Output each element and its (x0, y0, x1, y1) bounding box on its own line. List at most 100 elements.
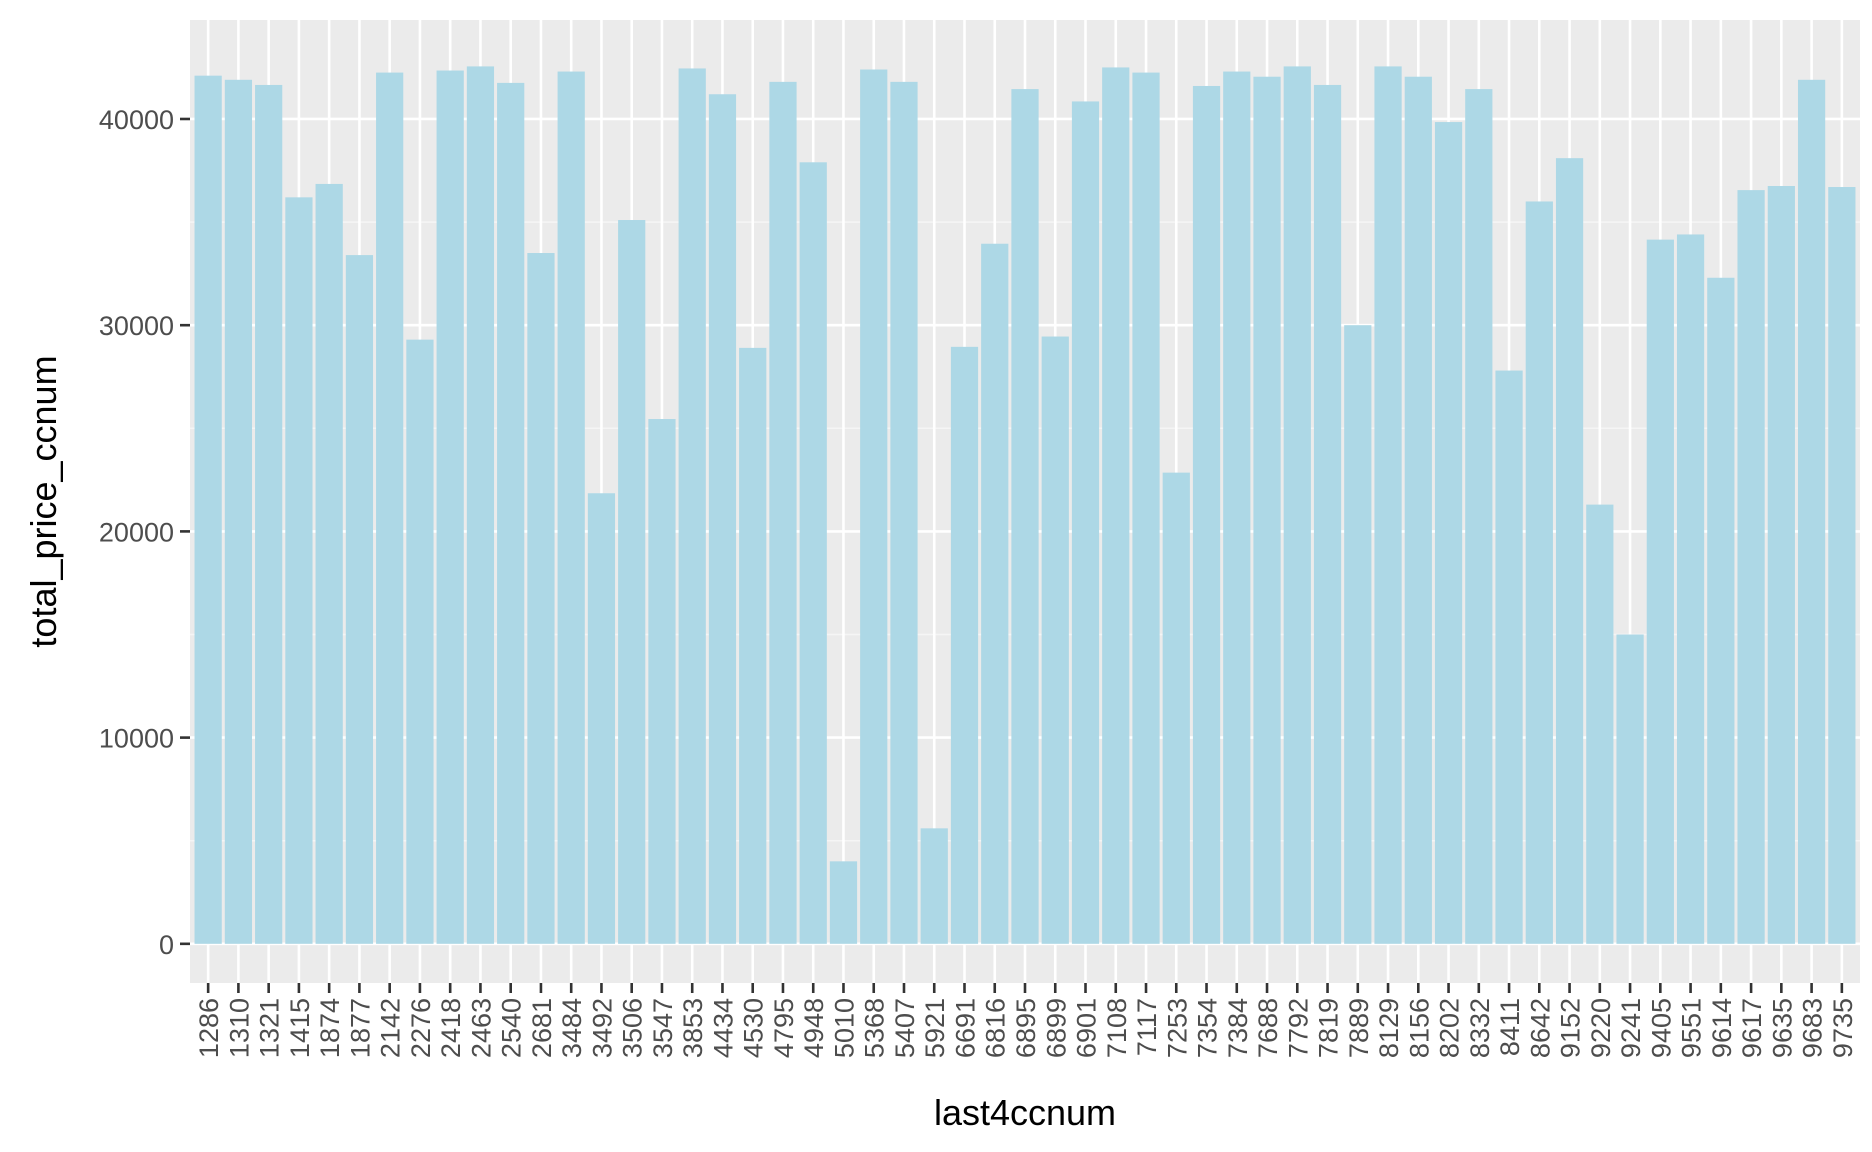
x-tick-label: 1321 (255, 998, 285, 1058)
x-tick-label: 4795 (769, 998, 799, 1058)
x-tick-label: 5407 (890, 998, 920, 1058)
bar-7792 (1283, 66, 1311, 944)
bar-8129 (1374, 66, 1402, 944)
x-tick-label: 5010 (829, 998, 859, 1058)
y-axis: 0 10000 20000 30000 40000 (99, 105, 190, 960)
bar-9614 (1707, 277, 1735, 944)
x-tick-label: 1286 (194, 998, 224, 1058)
x-tick-label: 5368 (860, 998, 890, 1058)
x-tick-label: 8156 (1404, 998, 1434, 1058)
x-tick-label: 3484 (557, 998, 587, 1058)
x-tick-label: 9683 (1798, 998, 1828, 1058)
x-tick-label: 3506 (618, 998, 648, 1058)
bar-7384 (1223, 71, 1251, 944)
bar-7253 (1162, 472, 1190, 944)
bar-4530 (739, 347, 767, 944)
bar-7688 (1253, 76, 1281, 944)
bar-5407 (890, 81, 918, 944)
bar-8202 (1434, 122, 1463, 944)
bar-1415 (285, 197, 313, 944)
bar-6899 (1041, 336, 1069, 944)
bar-1877 (345, 255, 374, 944)
bar-8411 (1495, 370, 1523, 944)
bar-6816 (981, 243, 1009, 944)
bar-9635 (1767, 185, 1795, 944)
bar-7889 (1344, 325, 1372, 944)
y-tick-label: 0 (159, 930, 174, 960)
x-tick-label: 2142 (376, 998, 406, 1058)
bar-2142 (376, 72, 404, 944)
x-tick-label: 7253 (1162, 998, 1192, 1058)
x-tick-label: 7384 (1223, 998, 1253, 1058)
x-tick-label: 7117 (1132, 998, 1162, 1056)
x-tick-label: 1310 (224, 998, 254, 1058)
x-tick-label: 7792 (1283, 998, 1313, 1058)
bar-3853 (678, 68, 706, 944)
x-tick-label: 4530 (739, 998, 769, 1058)
x-tick-label: 8642 (1525, 998, 1555, 1058)
x-tick-label: 9405 (1646, 998, 1676, 1058)
bar-9241 (1616, 634, 1644, 944)
x-tick-label: 9220 (1586, 998, 1616, 1058)
x-tick-label: 6691 (950, 998, 980, 1058)
bar-9735 (1828, 187, 1856, 944)
bar-8156 (1404, 76, 1432, 944)
bar-7819 (1313, 84, 1342, 944)
x-tick-label: 2276 (406, 998, 436, 1058)
bar-2276 (406, 339, 434, 944)
x-tick-label: 8129 (1374, 998, 1404, 1058)
bar-1310 (224, 79, 253, 944)
x-tick-label: 6895 (1011, 998, 1041, 1058)
x-tick-label: 1415 (285, 998, 315, 1058)
bar-7108 (1102, 67, 1130, 944)
bar-9683 (1797, 79, 1826, 944)
bar-3492 (587, 493, 616, 944)
x-tick-label: 9241 (1616, 998, 1646, 1058)
x-tick-label: 8411 (1495, 998, 1525, 1056)
bar-2418 (436, 70, 464, 944)
x-tick-label: 2463 (466, 998, 496, 1058)
x-tick-label: 7688 (1253, 998, 1283, 1058)
x-tick-label: 8332 (1465, 998, 1495, 1058)
bar-6901 (1071, 101, 1100, 944)
x-tick-label: 4948 (799, 998, 829, 1058)
bar-4948 (799, 162, 827, 944)
x-tick-label: 3547 (648, 998, 678, 1058)
x-tick-label: 4434 (708, 998, 738, 1058)
bar-9405 (1646, 239, 1674, 944)
bar-5368 (860, 69, 888, 944)
bar-5010 (829, 861, 858, 944)
bar-7354 (1192, 85, 1221, 944)
bar-7117 (1132, 72, 1160, 944)
x-tick-label: 9617 (1737, 998, 1767, 1058)
bar-6895 (1011, 89, 1039, 944)
bars (194, 66, 1856, 944)
x-tick-label: 9635 (1767, 998, 1797, 1058)
bar-9617 (1737, 190, 1765, 944)
bar-3484 (557, 71, 585, 944)
bar-1874 (315, 183, 343, 944)
x-tick-label: 6816 (981, 998, 1011, 1058)
x-tick-label: 1877 (345, 998, 375, 1058)
bar-8332 (1465, 89, 1493, 944)
x-tick-label: 6901 (1072, 998, 1102, 1058)
bar-9152 (1555, 158, 1584, 944)
x-tick-label: 7819 (1314, 998, 1344, 1058)
x-tick-label: 7108 (1102, 998, 1132, 1058)
x-tick-label: 1874 (315, 998, 345, 1058)
bar-9220 (1586, 504, 1614, 944)
bar-3506 (618, 220, 646, 944)
x-tick-label: 2540 (497, 998, 527, 1058)
bar-2681 (527, 253, 555, 944)
x-tick-label: 9152 (1556, 998, 1586, 1058)
x-tick-label: 2418 (436, 998, 466, 1058)
bar-8642 (1525, 201, 1553, 944)
x-tick-label: 9614 (1707, 998, 1737, 1058)
x-tick-label: 6899 (1041, 998, 1071, 1058)
bar-6691 (950, 346, 979, 944)
x-tick-label: 9735 (1828, 998, 1858, 1058)
x-tick-label: 7889 (1344, 998, 1374, 1058)
x-tick-label: 2681 (527, 998, 557, 1058)
y-tick-label: 20000 (99, 517, 174, 547)
